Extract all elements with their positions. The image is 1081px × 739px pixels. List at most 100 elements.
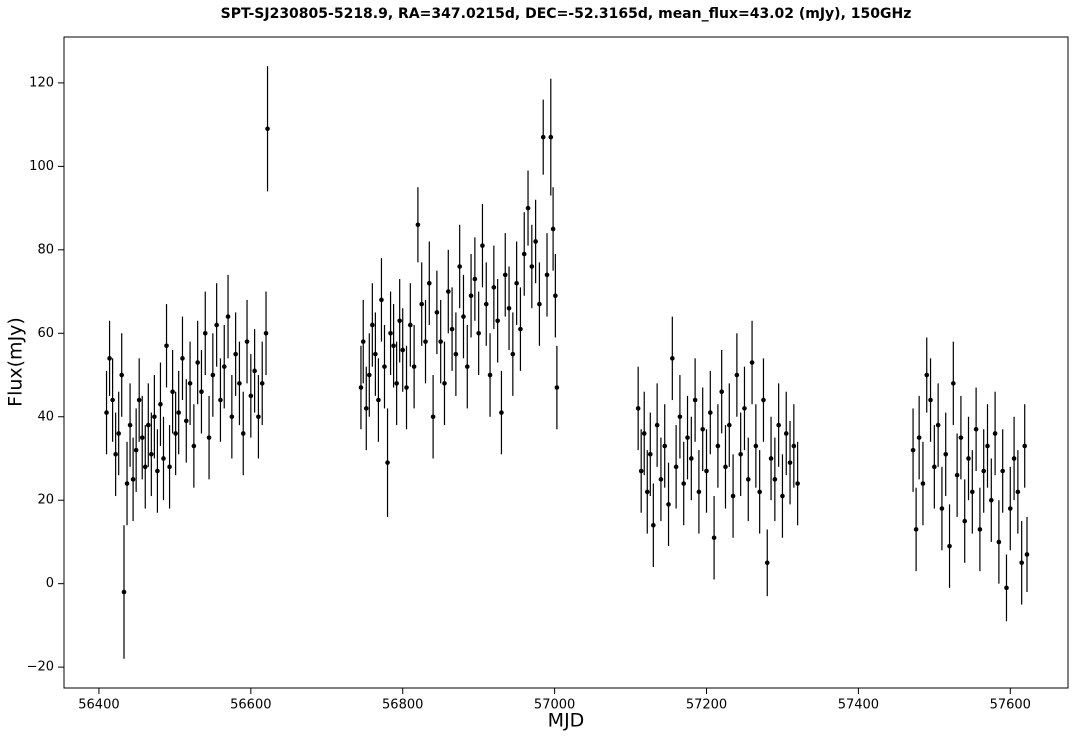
data-point	[924, 372, 930, 378]
data-point	[506, 305, 512, 311]
data-point	[133, 447, 139, 453]
data-point	[913, 527, 919, 532]
data-point	[173, 431, 178, 436]
data-point	[1022, 443, 1028, 449]
data-point	[753, 443, 759, 449]
x-tick-label: 56400	[78, 698, 119, 713]
y-tick-label: 80	[37, 242, 54, 257]
data-point	[367, 372, 372, 378]
data-point	[495, 318, 500, 324]
data-point	[715, 443, 721, 449]
data-point	[464, 364, 470, 369]
data-point	[145, 422, 151, 428]
data-point	[791, 443, 797, 449]
data-point	[164, 343, 169, 349]
data-point	[423, 339, 428, 344]
data-point	[692, 397, 698, 403]
y-axis-label: Flux(mJy)	[5, 317, 27, 407]
data-point	[358, 385, 364, 390]
x-axis-label: MJD	[548, 710, 585, 732]
data-point	[935, 422, 941, 428]
data-point	[491, 285, 497, 290]
data-point	[749, 360, 755, 365]
data-point	[738, 452, 743, 457]
data-point	[981, 468, 987, 474]
data-point	[373, 351, 378, 357]
data-point	[943, 452, 949, 457]
data-point	[1024, 552, 1030, 557]
plot-frame	[63, 36, 1069, 689]
data-point	[139, 435, 145, 440]
y-tick-label: −20	[27, 660, 54, 675]
data-point	[544, 272, 550, 278]
data-point	[685, 435, 690, 440]
data-point	[426, 280, 432, 286]
data-point	[726, 422, 732, 428]
data-point	[248, 393, 254, 399]
data-point	[453, 351, 459, 357]
data-point	[1015, 489, 1021, 495]
data-point	[973, 426, 979, 432]
data-point	[704, 468, 709, 474]
data-point	[476, 330, 481, 336]
x-tick-label: 57200	[686, 698, 727, 713]
data-point	[673, 464, 679, 470]
x-tick-label: 57600	[990, 698, 1031, 713]
data-point	[225, 314, 231, 319]
data-point	[119, 372, 125, 378]
data-point	[259, 381, 265, 386]
data-point	[651, 522, 656, 528]
data-point	[256, 414, 261, 420]
data-point	[742, 406, 747, 411]
x-tick-label: 56800	[382, 698, 423, 713]
data-point	[161, 456, 166, 461]
data-point	[666, 502, 671, 507]
data-point	[130, 477, 136, 482]
data-point	[152, 414, 157, 420]
data-point	[795, 481, 800, 486]
data-point	[442, 381, 447, 386]
data-point	[180, 356, 185, 361]
data-point	[641, 431, 647, 436]
data-point	[221, 364, 227, 369]
data-point	[400, 347, 406, 353]
data-point	[696, 489, 702, 495]
data-point	[757, 489, 762, 495]
data-point	[638, 468, 644, 474]
chart-title: SPT-SJ230805-5218.9, RA=347.0215d, DEC=-…	[221, 6, 912, 22]
data-point	[954, 472, 960, 478]
data-point	[214, 322, 219, 328]
data-point	[510, 351, 516, 357]
data-point	[962, 518, 968, 524]
data-point	[483, 301, 489, 307]
data-point	[210, 372, 216, 378]
data-point	[992, 431, 998, 436]
data-point	[910, 447, 916, 453]
data-point	[121, 589, 127, 595]
y-tick-label: 20	[37, 493, 54, 508]
x-tick-label: 57400	[838, 698, 879, 713]
data-point	[202, 330, 208, 336]
data-point	[394, 381, 399, 386]
data-point	[681, 481, 687, 486]
data-point	[252, 368, 257, 374]
data-point	[548, 134, 554, 140]
data-point	[107, 356, 112, 361]
data-point	[110, 397, 115, 403]
data-point	[379, 297, 384, 303]
data-point	[415, 222, 421, 228]
data-point	[951, 381, 956, 386]
y-tick-label: 120	[29, 75, 54, 90]
data-point	[434, 310, 440, 315]
data-point	[499, 410, 504, 415]
data-point	[947, 543, 952, 549]
data-point	[487, 372, 493, 378]
data-point	[920, 481, 926, 486]
data-point	[370, 322, 375, 328]
data-point	[1011, 456, 1017, 461]
data-point	[966, 456, 971, 461]
data-point	[363, 406, 369, 411]
